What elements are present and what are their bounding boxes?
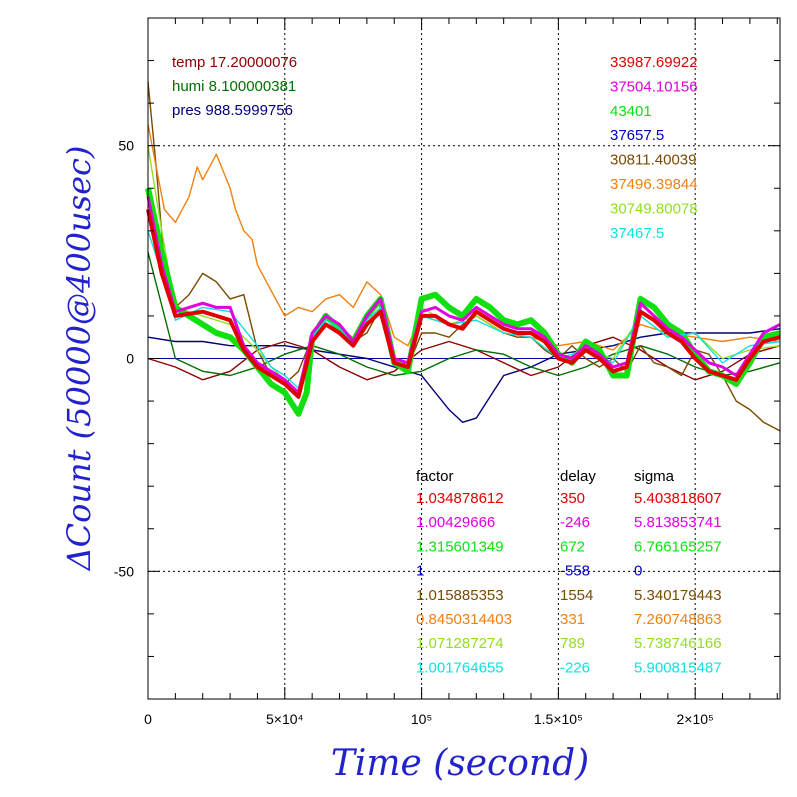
table-header: sigma [634,468,675,485]
series-line [147,81,781,432]
mean-value: 33987.69922 [610,54,698,71]
table-cell-delay: 789 [560,635,585,652]
x-axis-title: Time (second) [331,743,589,784]
table-cell-factor: 1.071287274 [416,635,504,652]
table-cell-sigma: 5.738746166 [634,635,722,652]
table-cell-factor: 1.001764655 [416,659,504,676]
series-line [147,251,781,377]
y-tick-label: 50 [118,138,134,154]
table-cell-factor: 0.8450314403 [416,611,512,628]
table-header: factor [416,468,454,485]
series-line [146,209,781,399]
y-tick-label: -50 [114,563,134,579]
table-cell-factor: 1.034878612 [416,490,504,507]
table-cell-factor: 1 [416,563,424,580]
table-cell-sigma: 5.340179443 [634,587,722,604]
table-cell-delay: 331 [560,611,585,628]
table-cell-delay: 1554 [560,587,593,604]
table-cell-sigma: 7.260748863 [634,611,722,628]
series-line [146,196,781,395]
table-cell-delay: -246 [560,514,590,531]
axis-ticks: 0 5×10⁴ 10⁵ 1.5×10⁵ 2×10⁵ 50 0 -50 [114,17,780,727]
table-cell-sigma: 5.403818607 [634,490,722,507]
annotations: temp 17.20000076 humi 8.100000381 pres 988… [172,54,722,676]
mean-value: 37467.5 [610,225,664,242]
x-tick-label: 2×10⁵ [677,711,714,727]
mean-value: 37504.10156 [610,78,698,95]
env-label: temp 17.20000076 [172,54,297,71]
env-label: pres 988.5999756 [172,102,293,119]
mean-value: 30749.80078 [610,200,698,217]
table-cell-factor: 1.015885353 [416,587,504,604]
x-tick-label: 0 [144,711,152,727]
table-header: delay [560,468,596,485]
mean-value: 37657.5 [610,127,664,144]
series-layer [145,81,781,432]
x-tick-label: 1.5×10⁵ [534,711,583,727]
table-cell-delay: -226 [560,659,590,676]
table-cell-delay: 350 [560,490,585,507]
plot-frame [147,17,781,700]
x-tick-label: 10⁵ [411,711,432,727]
x-tick-label: 5×10⁴ [266,711,304,727]
env-label: humi 8.100000381 [172,78,296,95]
y-tick-label: 0 [126,351,134,367]
table-cell-delay: 672 [560,538,585,555]
mean-value: 43401 [610,103,652,120]
table-cell-factor: 1.00429666 [416,514,495,531]
y-axis-title: ΔCount (50000@400usec) [60,146,98,573]
series-line [147,328,781,423]
table-cell-delay: -558 [560,563,590,580]
table-cell-factor: 1.315601349 [416,538,504,555]
table-cell-sigma: 6.766165257 [634,538,722,555]
table-cell-sigma: 5.900815487 [634,659,722,676]
table-cell-sigma: 0 [634,563,642,580]
mean-value: 30811.40039 [610,152,696,169]
table-cell-sigma: 5.813853741 [634,514,722,531]
mean-value: 37496.39844 [610,176,698,193]
series-line [145,187,781,417]
series-line [147,124,781,351]
